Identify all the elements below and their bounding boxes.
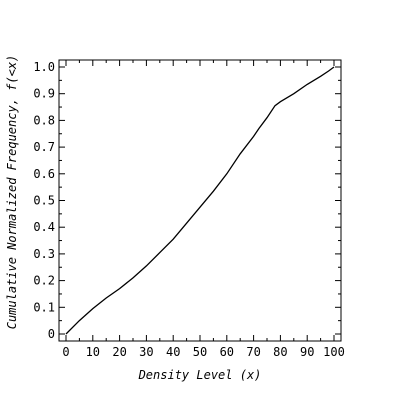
x-tick-label: 40 (166, 345, 180, 359)
x-tick-label: 100 (323, 345, 345, 359)
x-tick-label: 90 (300, 345, 314, 359)
plot-frame (58, 59, 342, 342)
x-tick-label: 80 (273, 345, 287, 359)
y-tick-label: 0.3 (33, 247, 55, 261)
y-tick-label: 0.5 (33, 194, 55, 208)
cdf-series-line (65, 66, 335, 335)
y-tick-label: 0.4 (33, 220, 55, 234)
x-tick-labels: 0 10 20 30 40 50 60 70 80 90 100 (62, 345, 344, 359)
y-tick-label: 0.1 (33, 300, 55, 314)
x-axis-title: Density Level (x) (138, 368, 262, 382)
y-tick-label: 1.0 (33, 60, 55, 74)
x-tick-label: 10 (86, 345, 100, 359)
y-tick-label: 0.2 (33, 274, 55, 288)
y-tick-label: 0.6 (33, 167, 55, 181)
y-axis-title: Cumulative Normalized Frequency, f(<x) (5, 55, 19, 330)
x-tick-label: 20 (112, 345, 126, 359)
x-tick-label: 50 (193, 345, 207, 359)
axis-ticks (59, 60, 341, 341)
y-tick-label: 0.9 (33, 87, 55, 101)
y-tick-label: 0.7 (33, 140, 55, 154)
y-tick-label: 0 (48, 327, 55, 341)
y-tick-labels: 0 0.1 0.2 0.3 0.4 0.5 0.6 0.7 0.8 0.9 1.0 (33, 60, 55, 341)
x-tick-label: 70 (246, 345, 260, 359)
x-tick-label: 0 (62, 345, 69, 359)
x-tick-label: 30 (139, 345, 153, 359)
x-tick-label: 60 (220, 345, 234, 359)
y-tick-label: 0.8 (33, 113, 55, 127)
